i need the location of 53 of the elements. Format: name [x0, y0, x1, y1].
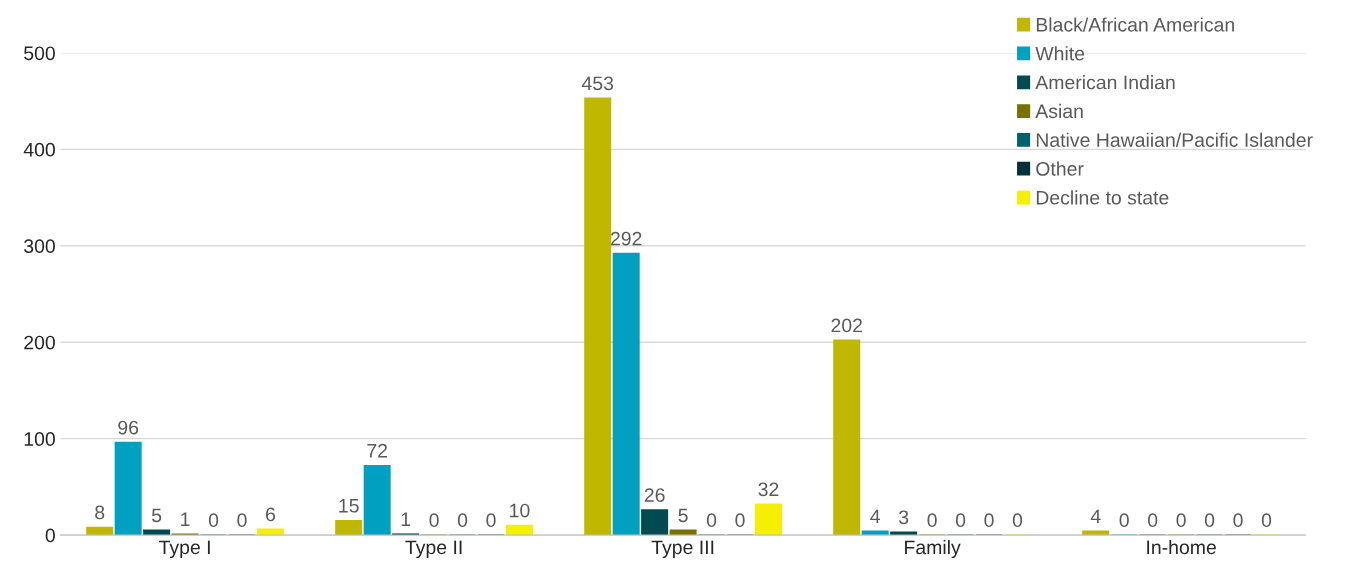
data-label: 72	[367, 443, 388, 458]
y-tick-label: 400	[23, 142, 55, 157]
data-label: 5	[151, 508, 162, 523]
data-label: 0	[208, 513, 219, 528]
y-tick-label: 0	[45, 528, 55, 543]
data-label: 0	[1148, 513, 1158, 528]
data-label: 202	[831, 318, 862, 333]
data-label: 3	[898, 510, 909, 525]
data-label: 0	[1233, 513, 1243, 528]
x-tick-label: Family	[905, 539, 961, 559]
data-label: 0	[429, 513, 439, 528]
data-label: 0	[1204, 513, 1215, 528]
data-label: 6	[266, 507, 275, 522]
data-label: 10	[510, 503, 530, 518]
x-tick-label: Type I	[159, 540, 210, 559]
data-label: 0	[1261, 513, 1272, 528]
legend-label: Asian	[1035, 103, 1083, 119]
x-tick-label: In-home	[1147, 539, 1216, 555]
data-label: 8	[95, 505, 105, 520]
x-tick-label: Type II	[405, 540, 462, 559]
data-label: 15	[339, 499, 359, 513]
data-label: 0	[457, 513, 468, 528]
data-label: 0	[955, 513, 966, 528]
data-label: 292	[610, 231, 642, 246]
data-label: 1	[181, 512, 190, 526]
data-label: 4	[1090, 509, 1101, 524]
data-label: 1	[401, 512, 411, 526]
data-label: 0	[984, 513, 994, 528]
data-label: 0	[706, 513, 717, 528]
data-label: 0	[1012, 513, 1023, 528]
data-label: 0	[1176, 513, 1186, 528]
y-tick-label: 200	[24, 335, 55, 350]
data-label: 26	[644, 488, 665, 502]
data-label: 0	[486, 513, 496, 528]
data-label: 4	[870, 509, 881, 524]
x-tick-label: Type III	[651, 540, 714, 559]
legend-label: White	[1035, 46, 1085, 61]
legend-label: Other	[1036, 161, 1084, 176]
y-tick-label: 300	[24, 239, 55, 254]
legend-label: Black/African American	[1036, 17, 1234, 32]
y-tick-label: 500	[24, 46, 55, 61]
legend-label: American Indian	[1035, 75, 1175, 90]
data-label: 32	[758, 482, 779, 497]
data-label: 453	[581, 76, 614, 91]
data-label: 0	[237, 513, 247, 528]
data-label: 96	[118, 420, 139, 435]
data-label: 5	[678, 508, 688, 523]
data-label: 0	[927, 513, 937, 528]
legend-label: Decline to state	[1036, 190, 1169, 205]
data-label: 0	[1119, 513, 1129, 528]
data-label: 0	[735, 513, 745, 528]
legend-label: Native Hawaiian/Pacific Islander	[1036, 132, 1313, 147]
y-tick-label: 100	[24, 432, 55, 446]
